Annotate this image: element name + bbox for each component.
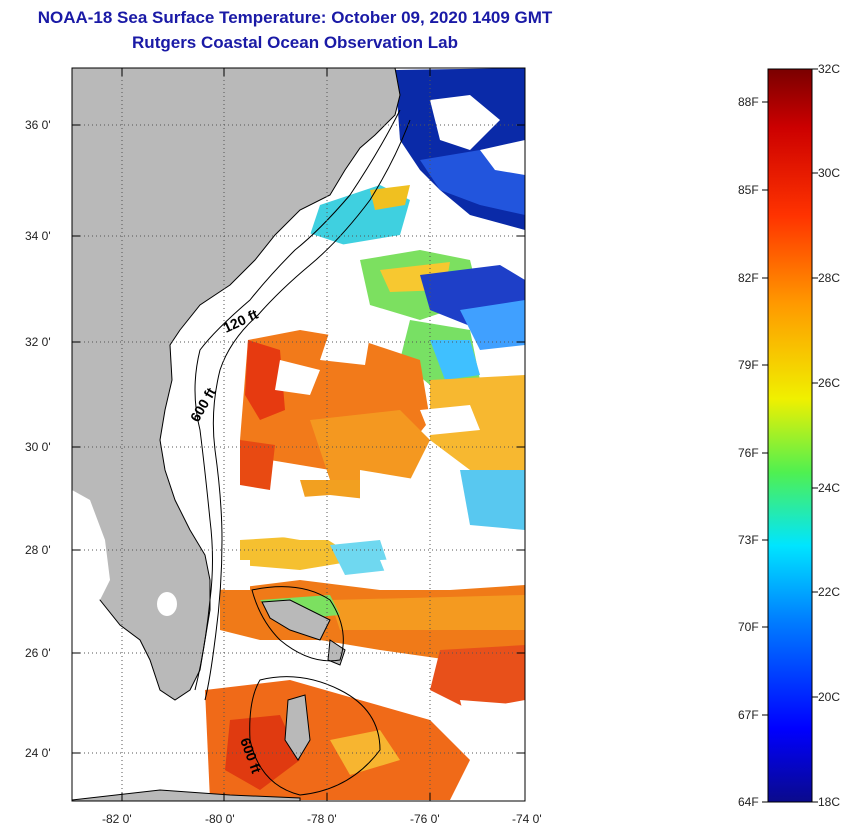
cbar-f-85: 85F [738, 183, 759, 197]
lat-label-32: 32 0' [25, 335, 51, 349]
cbar-c-18: 18C [818, 795, 841, 809]
cbar-f-64: 64F [738, 795, 759, 809]
cbar-f-76: 76F [738, 446, 759, 460]
bathymetry-contours [194, 109, 411, 796]
sst-swath [205, 68, 525, 800]
cbar-c-20: 20C [818, 690, 841, 704]
map-frame [71, 67, 526, 802]
cbar-c-26: 26C [818, 376, 841, 390]
cloud-cover [225, 230, 525, 740]
cbar-c-24: 24C [818, 481, 841, 495]
colorbar [767, 68, 813, 803]
lat-label-28: 28 0' [25, 543, 51, 557]
cbar-f-82: 82F [738, 271, 759, 285]
lat-label-24: 24 0' [25, 746, 51, 760]
cbar-f-79: 79F [738, 358, 759, 372]
cbar-c-32: 32C [818, 62, 841, 76]
lon-label-80: -80 0' [205, 812, 235, 826]
lon-label-74: -74 0' [512, 812, 542, 826]
cbar-f-73: 73F [738, 533, 759, 547]
lat-label-26: 26 0' [25, 646, 51, 660]
frame-ticks [72, 68, 525, 801]
lon-label-78: -78 0' [307, 812, 337, 826]
lat-label-36: 36 0' [25, 118, 51, 132]
lon-label-82: -82 0' [102, 812, 132, 826]
land-mass [72, 68, 401, 701]
cbar-c-22: 22C [818, 585, 841, 599]
title-line-2: Rutgers Coastal Ocean Observation Lab [132, 33, 458, 52]
lat-label-34: 34 0' [25, 229, 51, 243]
colorbar-ticks [762, 68, 818, 803]
cbar-f-88: 88F [738, 95, 759, 109]
lon-label-76: -76 0' [410, 812, 440, 826]
cbar-c-28: 28C [818, 271, 841, 285]
title-line-1: NOAA-18 Sea Surface Temperature: October… [37, 8, 553, 27]
lat-label-30: 30 0' [25, 440, 51, 454]
cbar-f-67: 67F [738, 708, 759, 722]
cbar-c-30: 30C [818, 166, 841, 180]
cbar-f-70: 70F [738, 620, 759, 634]
